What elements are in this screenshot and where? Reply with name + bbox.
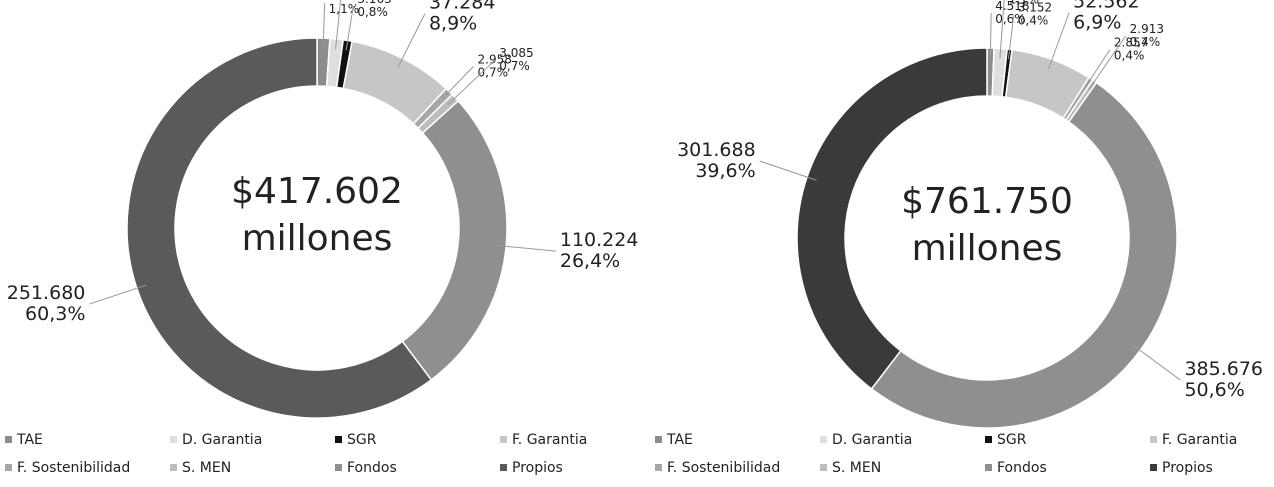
legend-swatch xyxy=(985,464,992,471)
value-label: 385.676 xyxy=(1184,358,1263,380)
legend-label: S. MEN xyxy=(182,460,231,476)
value-label: 4.535 xyxy=(329,0,363,3)
value-label: 3.085 xyxy=(499,46,533,60)
leader-line xyxy=(759,160,817,181)
center-total: $761.750 xyxy=(901,181,1073,222)
leader-line xyxy=(1084,49,1111,88)
leader-line xyxy=(1088,35,1127,90)
legend-label: Fondos xyxy=(997,460,1047,476)
legend-label: D. Garantia xyxy=(182,432,262,448)
legend-swatch xyxy=(335,464,342,471)
legend-label: D. Garantia xyxy=(832,432,912,448)
donut-slice xyxy=(126,37,433,419)
value-label: 37.284 xyxy=(429,0,495,14)
legend-swatch xyxy=(1150,436,1157,443)
donut-slice xyxy=(796,47,988,390)
percentage-label: 0,4% xyxy=(1018,14,1049,28)
legend-label: F. Garantia xyxy=(1162,432,1237,448)
value-label: 2.913 xyxy=(1130,22,1164,36)
percentage-label: 0,4% xyxy=(1114,49,1145,63)
legend-label: Propios xyxy=(1162,460,1213,476)
legend-label: F. Sostenibilidad xyxy=(17,460,130,476)
legend-label: Propios xyxy=(512,460,563,476)
legend-swatch xyxy=(655,436,662,443)
value-label: 3.163 xyxy=(357,0,391,6)
legend-swatch xyxy=(500,436,507,443)
value-label: 251.680 xyxy=(7,282,86,304)
leader-line xyxy=(1007,14,1015,60)
leader-line xyxy=(1131,344,1181,381)
donut-slice xyxy=(401,99,508,381)
percentage-label: 0,4% xyxy=(1130,35,1161,49)
legend-label: SGR xyxy=(347,432,377,448)
center-unit: millones xyxy=(912,228,1063,269)
leader-line xyxy=(496,244,556,252)
percentage-label: 1,1% xyxy=(1009,0,1040,7)
legend-label: TAE xyxy=(666,432,693,448)
legend-swatch xyxy=(1150,464,1157,471)
legend-label: SGR xyxy=(997,432,1027,448)
legend-swatch xyxy=(655,464,662,471)
leader-line xyxy=(999,0,1005,59)
legend-swatch xyxy=(170,436,177,443)
leader-line xyxy=(322,3,326,49)
legend-swatch xyxy=(985,436,992,443)
leader-line xyxy=(89,284,147,305)
legend-label: TAE xyxy=(16,432,43,448)
value-label: 110.224 xyxy=(560,229,639,251)
donut-slice xyxy=(870,81,1178,429)
leader-line xyxy=(447,59,496,105)
percentage-label: 50,6% xyxy=(1184,379,1244,401)
legend-label: S. MEN xyxy=(832,460,881,476)
legend-swatch xyxy=(500,464,507,471)
legend-label: F. Garantia xyxy=(512,432,587,448)
value-label: 2.857 xyxy=(1114,35,1148,49)
legend-label: F. Sostenibilidad xyxy=(667,460,780,476)
value-label: 2.958 xyxy=(478,52,512,66)
center-unit: millones xyxy=(242,218,393,259)
value-label: 52.562 xyxy=(1073,0,1139,13)
legend-swatch xyxy=(335,436,342,443)
percentage-label: 8,9% xyxy=(429,13,477,35)
center-total: $417.602 xyxy=(231,171,403,212)
legend-swatch xyxy=(170,464,177,471)
percentage-label: 1,1% xyxy=(329,2,360,16)
leader-line xyxy=(397,13,426,68)
legend-swatch xyxy=(820,464,827,471)
percentage-label: 0,7% xyxy=(499,59,530,73)
leader-line xyxy=(335,0,342,50)
percentage-label: 0,8% xyxy=(357,5,388,19)
percentage-label: 39,6% xyxy=(695,160,755,182)
legend-swatch xyxy=(5,464,12,471)
value-label: 301.688 xyxy=(677,139,756,161)
percentage-label: 26,4% xyxy=(560,250,620,272)
legend-swatch xyxy=(820,436,827,443)
value-label: 3.152 xyxy=(1018,1,1052,15)
legend-swatch xyxy=(5,436,12,443)
legend-label: Fondos xyxy=(347,460,397,476)
leader-line xyxy=(345,5,354,51)
leader-line xyxy=(1048,12,1070,70)
leader-line xyxy=(441,66,474,100)
percentage-label: 60,3% xyxy=(25,303,85,325)
leader-line xyxy=(989,13,992,59)
percentage-label: 6,9% xyxy=(1073,11,1121,33)
